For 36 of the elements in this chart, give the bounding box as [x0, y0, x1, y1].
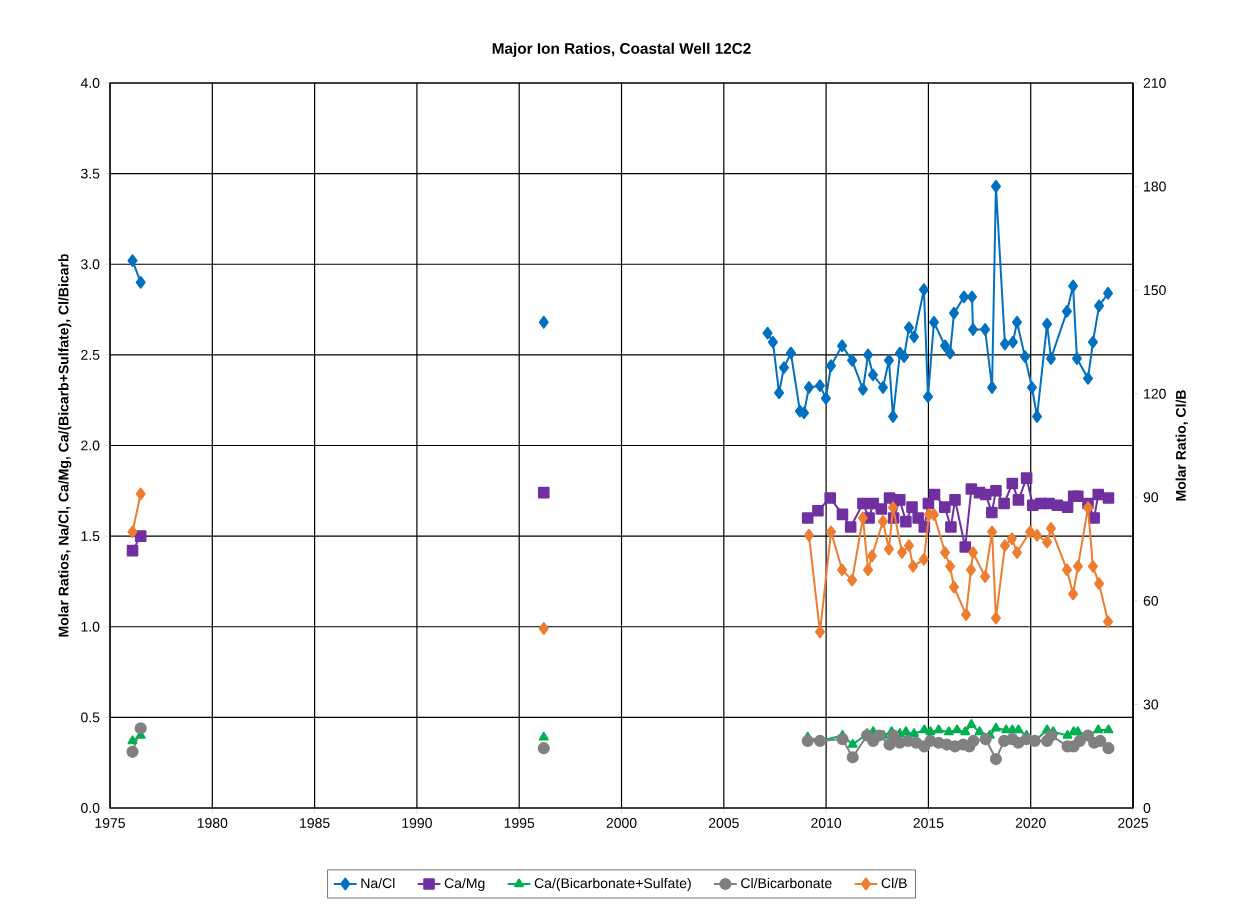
y2-tick-label: 210	[1143, 78, 1166, 88]
x-tick-label: 1990	[402, 818, 432, 828]
y-tick-label: 2.0	[81, 440, 100, 451]
y-tick-label: 2.5	[81, 349, 100, 360]
chart-title: Major Ion Ratios, Coastal Well 12C2	[492, 42, 751, 57]
y-tick-label: 1.5	[81, 531, 100, 542]
y2-axis-title: Molar Ratio, Cl/B	[1175, 390, 1188, 501]
y-tick-label: 0.0	[81, 803, 100, 813]
y2-tick-label: 180	[1144, 181, 1166, 192]
x-tick-label: 2005	[708, 818, 739, 828]
y-tick-label: 3.5	[81, 168, 100, 179]
y-axis-title: Molar Ratios, Na/Cl, Ca/Mg, Ca/(Bicarb+Sulfate), Cl/Bicarb	[58, 254, 72, 637]
y2-tick-label: 0	[1143, 803, 1151, 813]
y2-tick-label: 60	[1143, 595, 1159, 606]
x-tick-label: 1995	[504, 818, 535, 828]
x-tick-label: 2025	[1118, 818, 1148, 828]
y2-tick-label: 30	[1143, 699, 1159, 710]
x-tick-label: 2000	[606, 818, 637, 828]
y2-tick-label: 150	[1144, 285, 1166, 296]
y-tick-label: 1.0	[81, 621, 100, 632]
legend-label: Cl/B	[881, 877, 907, 889]
y2-tick-label: 120	[1144, 388, 1166, 399]
x-tick-label: 2010	[811, 818, 842, 828]
legend-label: Na/Cl	[361, 877, 395, 889]
x-tick-label: 2015	[913, 818, 944, 828]
legend-label: Cl/Bicarbonate	[741, 877, 832, 889]
y-tick-label: 3.0	[81, 259, 100, 270]
x-tick-label: 2020	[1015, 818, 1046, 828]
x-tick-label: 1985	[300, 818, 330, 828]
legend-label: Ca/(Bicarbonate+Sulfate)	[534, 877, 691, 891]
x-tick-label: 1975	[95, 818, 125, 828]
legend-label: Ca/Mg	[444, 877, 485, 891]
y-tick-label: 4.0	[80, 78, 100, 88]
y-tick-label: 0.5	[81, 712, 100, 723]
y2-tick-label: 90	[1143, 492, 1159, 503]
x-tick-label: 1980	[197, 818, 228, 828]
